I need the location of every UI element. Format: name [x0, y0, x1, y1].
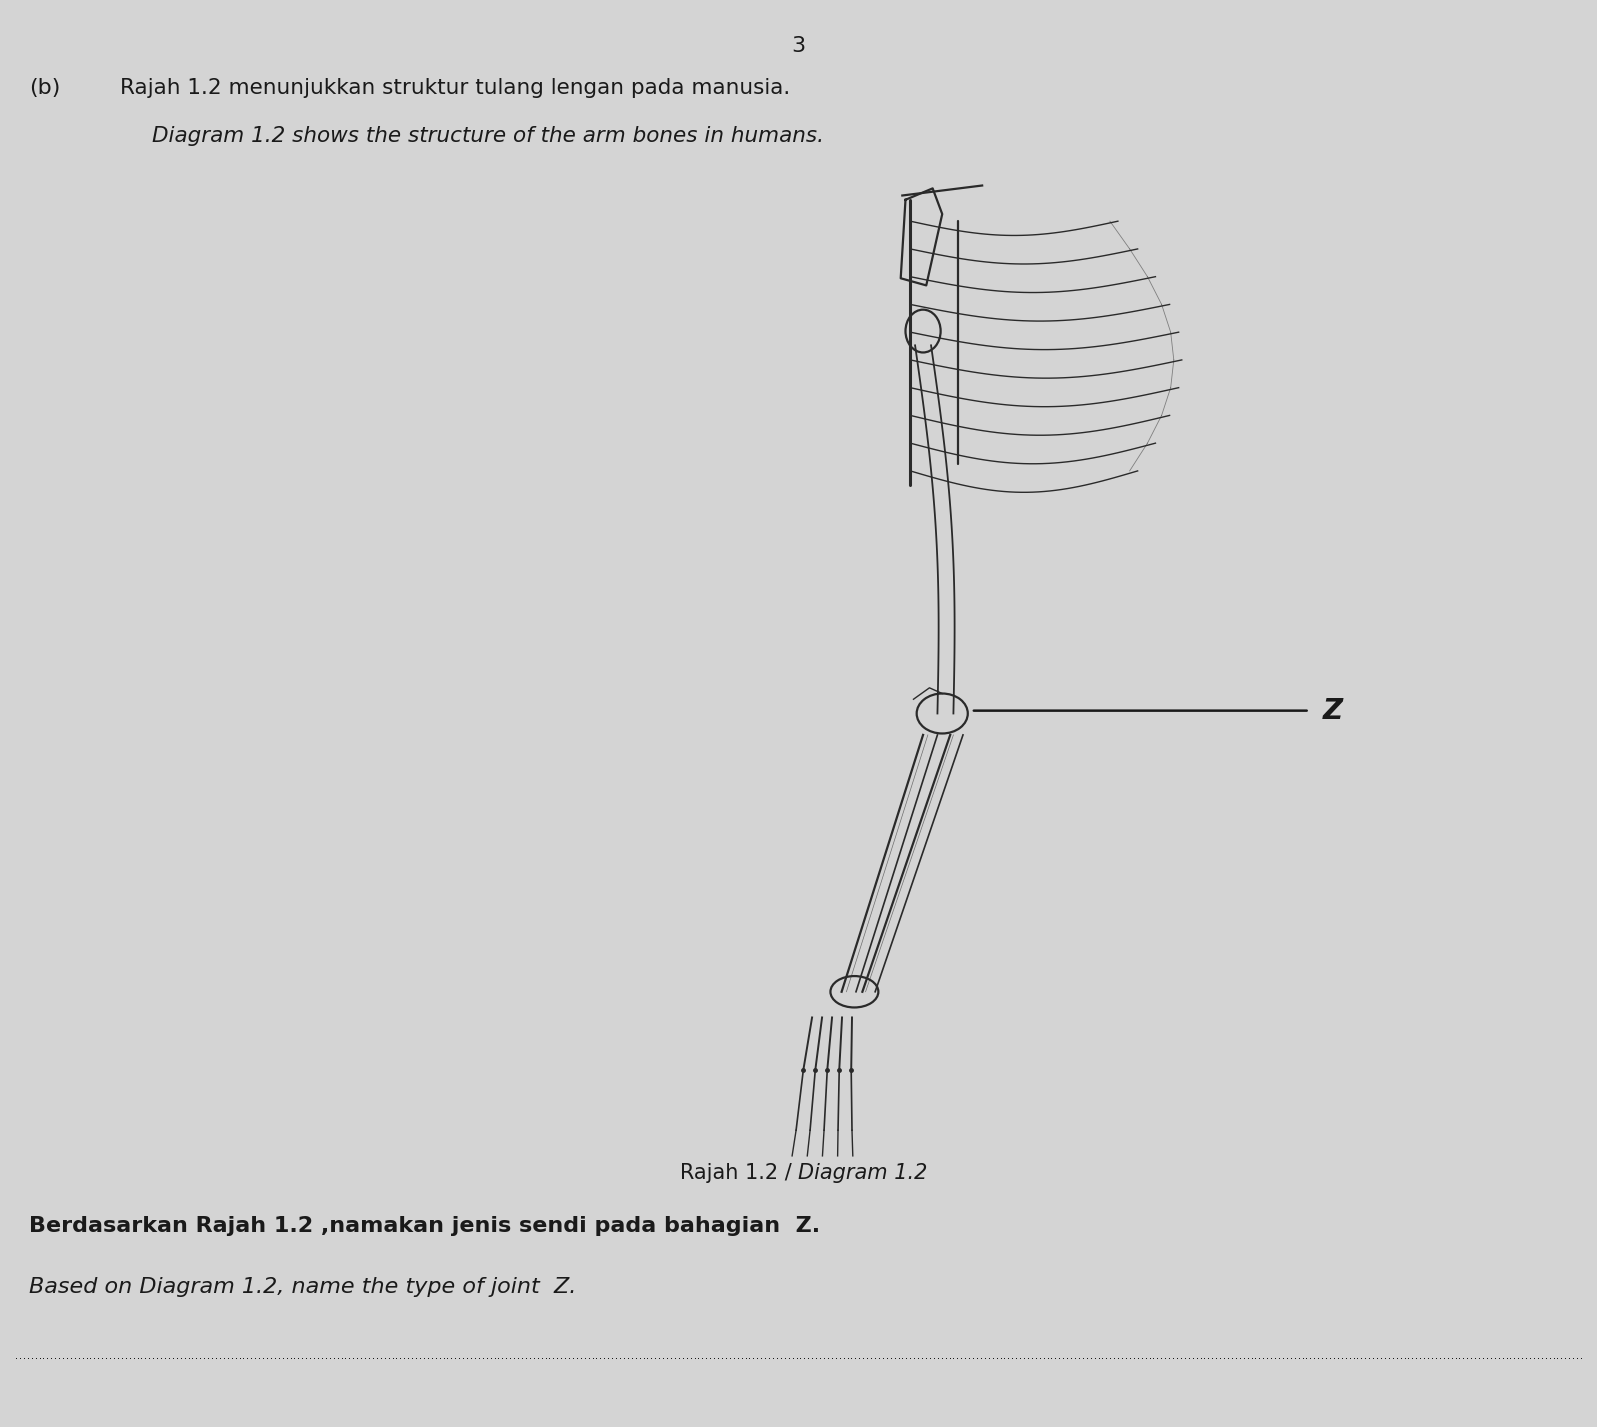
Text: 3: 3 — [792, 36, 805, 56]
Text: Diagram 1.2 shows the structure of the arm bones in humans.: Diagram 1.2 shows the structure of the a… — [152, 126, 824, 146]
Text: Diagram 1.2: Diagram 1.2 — [798, 1163, 928, 1183]
Text: Rajah 1.2 menunjukkan struktur tulang lengan pada manusia.: Rajah 1.2 menunjukkan struktur tulang le… — [120, 78, 791, 98]
Text: (b): (b) — [29, 78, 61, 98]
Text: Based on Diagram 1.2, name the type of joint  Z.: Based on Diagram 1.2, name the type of j… — [29, 1277, 577, 1297]
Text: Rajah 1.2 /: Rajah 1.2 / — [680, 1163, 798, 1183]
Text: Berdasarkan Rajah 1.2 ,namakan jenis sendi pada bahagian  Z.: Berdasarkan Rajah 1.2 ,namakan jenis sen… — [29, 1216, 819, 1236]
Text: Z: Z — [1322, 696, 1343, 725]
